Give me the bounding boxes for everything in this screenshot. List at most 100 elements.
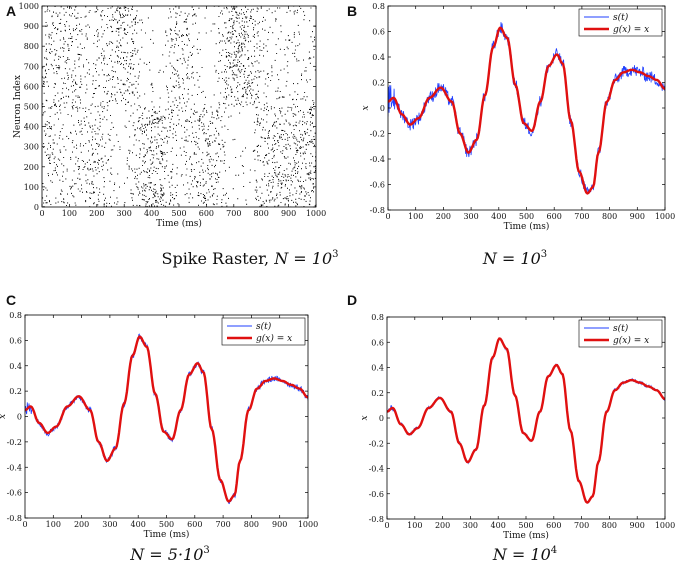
plot-area <box>25 333 308 505</box>
y-tick-label: 0.2 <box>9 387 22 396</box>
panel-caption: N = 5·103 <box>129 545 210 564</box>
y-tick-label: 0.6 <box>371 338 384 347</box>
y-tick-label: -0.8 <box>7 514 22 523</box>
caption-exponent: 4 <box>551 545 557 556</box>
legend-entry: g(x) = x <box>613 24 649 35</box>
caption-exponent: 3 <box>332 249 338 260</box>
x-axis-label: Time (ms) <box>144 529 190 540</box>
x-tick-label: 100 <box>62 209 77 218</box>
y-axis-label: x <box>0 414 8 419</box>
y-tick-label: 0 <box>380 104 385 113</box>
x-tick-label: 0 <box>39 209 44 218</box>
series-fit-line <box>388 26 665 195</box>
plot-area <box>387 337 665 504</box>
y-tick-label: -0.4 <box>369 465 384 474</box>
legend-box <box>221 317 306 346</box>
x-axis-label: Time (ms) <box>503 530 549 541</box>
caption-exponent: 3 <box>203 545 209 556</box>
y-tick-label: 0.6 <box>372 28 385 37</box>
y-tick-label: -0.6 <box>369 490 384 499</box>
x-tick-label: 600 <box>547 212 562 221</box>
y-tick-label: 100 <box>24 183 39 192</box>
x-tick-label: 1000 <box>306 209 326 218</box>
legend-box <box>578 319 663 348</box>
x-tick-label: 800 <box>602 212 617 221</box>
panel-label: A <box>6 3 16 19</box>
legend-entry: s(t) <box>256 321 272 332</box>
x-tick-label: 200 <box>436 212 451 221</box>
x-tick-label: 200 <box>74 520 89 529</box>
y-tick-label: 0.8 <box>371 313 384 322</box>
x-tick-label: 800 <box>254 209 269 218</box>
y-tick-label: -0.2 <box>369 439 384 448</box>
x-tick-label: 1000 <box>655 521 675 530</box>
x-axis-label: Time (ms) <box>156 218 202 229</box>
x-tick-label: 0 <box>22 520 27 529</box>
panel-label: D <box>347 292 357 308</box>
x-tick-label: 500 <box>519 212 534 221</box>
series-signal-line <box>387 337 665 504</box>
x-tick-label: 100 <box>407 521 422 530</box>
y-tick-label: -0.2 <box>370 130 385 139</box>
series-signal-line <box>25 333 308 505</box>
y-tick-label: -0.6 <box>370 181 385 190</box>
x-tick-label: 900 <box>630 521 645 530</box>
x-tick-label: 300 <box>117 209 132 218</box>
panel-caption: N = 104 <box>492 545 557 564</box>
x-tick-label: 900 <box>630 212 645 221</box>
y-tick-label: 1000 <box>19 2 39 11</box>
x-tick-label: 100 <box>408 212 423 221</box>
x-tick-label: 700 <box>574 212 589 221</box>
y-tick-label: 700 <box>24 62 39 71</box>
x-tick-label: 600 <box>187 520 202 529</box>
axes-box <box>24 314 309 519</box>
series-fit-line <box>25 335 308 503</box>
y-tick-label: -0.8 <box>370 206 385 215</box>
y-tick-label: 0.4 <box>372 53 385 62</box>
y-tick-label: 500 <box>24 103 39 112</box>
x-tick-label: 300 <box>463 212 478 221</box>
y-tick-label: 0.4 <box>371 364 384 373</box>
y-tick-label: 0 <box>34 203 39 212</box>
y-tick-label: -0.6 <box>7 489 22 498</box>
x-tick-label: 300 <box>463 521 478 530</box>
y-tick-label: 0.8 <box>372 2 385 11</box>
x-tick-label: 900 <box>272 520 287 529</box>
panel-a: A 0 100 200 300 400 500 600 700 800 900 1000 0 100 200… <box>6 2 339 268</box>
x-tick-label: 0 <box>385 212 390 221</box>
panel-caption: N = 103 <box>482 249 547 268</box>
x-tick-label: 900 <box>281 209 296 218</box>
y-tick-label: -0.8 <box>369 515 384 524</box>
x-tick-label: 500 <box>171 209 186 218</box>
panel-label: B <box>347 3 357 19</box>
y-tick-label: 0.2 <box>371 389 384 398</box>
y-tick-label: -0.4 <box>370 155 385 164</box>
x-tick-label: 600 <box>199 209 214 218</box>
y-tick-label: -0.4 <box>7 463 22 472</box>
x-tick-label: 400 <box>491 521 506 530</box>
legend-entry: s(t) <box>613 12 629 23</box>
y-axis-label: x <box>360 415 370 420</box>
axes-box <box>41 5 317 208</box>
legend: s(t)g(x) = x <box>221 317 306 346</box>
x-tick-label: 600 <box>546 521 561 530</box>
y-tick-label: 0.8 <box>9 311 22 320</box>
x-tick-label: 800 <box>602 521 617 530</box>
caption-n: N = 5·10 <box>129 545 203 564</box>
x-tick-label: 700 <box>215 520 230 529</box>
x-tick-label: 800 <box>244 520 259 529</box>
y-axis-label: Neuron Index <box>13 75 23 138</box>
legend-entry: s(t) <box>613 323 629 334</box>
y-tick-label: 900 <box>24 22 39 31</box>
x-tick-label: 500 <box>518 521 533 530</box>
y-tick-label: 0 <box>379 414 384 423</box>
x-tick-label: 0 <box>384 521 389 530</box>
y-tick-label: -0.2 <box>7 438 22 447</box>
y-tick-label: 300 <box>24 143 39 152</box>
x-tick-label: 1000 <box>655 212 675 221</box>
legend-box <box>578 8 663 37</box>
panel-b: B 0 100 200 300 400 500 600 700 800 900 1000 -0.8 -0.… <box>347 2 675 268</box>
spike-marks <box>42 6 316 207</box>
caption-text: Spike Raster, <box>161 249 274 268</box>
x-tick-label: 200 <box>435 521 450 530</box>
